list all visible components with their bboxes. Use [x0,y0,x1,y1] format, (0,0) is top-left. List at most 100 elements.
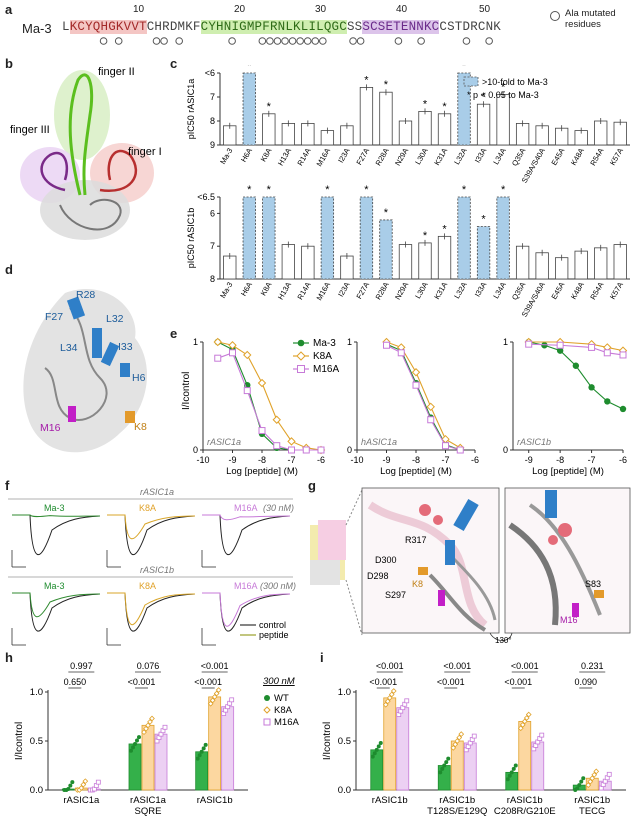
point [370,754,375,759]
c-star: * [442,223,447,235]
point [593,768,600,775]
point [440,766,445,771]
c-bar [242,72,256,146]
c-star: * [462,184,467,196]
peptide-name: Ma-3 [22,21,52,36]
c-ytick-label: 7 [210,241,215,251]
residue-i33: I33 [118,341,133,353]
e-ytick-label: 1 [347,337,352,347]
e-xtick-label: -7 [287,455,295,465]
c-bar [613,244,627,280]
h-legend-wt: WT [274,693,289,704]
c-star: * [481,214,486,226]
panel-label-d: d [5,262,13,277]
c-bar [496,196,510,280]
p-value: <0.001 [128,677,156,687]
c-xtick-label: M16A [315,281,333,302]
point [591,771,598,778]
c-star: * [462,65,467,72]
panel-g-structure: R317 D300 D298 S297 K8 S83 M16 130° [310,487,631,645]
e-xtick-label: -6 [619,455,627,465]
h-legend-m16a: M16A [274,717,299,728]
finger3-label: finger III [10,124,50,136]
c-ytick-label: 6 [210,208,215,218]
c-ytick-label: 8 [210,116,215,126]
seq-segment-none: CSTDRCNK [439,20,502,34]
e-point [456,446,464,454]
h-legend-k8a: K8A [274,705,293,716]
point [129,748,133,753]
xtick-label: TECG [579,806,605,816]
p-value: 0.231 [581,661,604,671]
point [509,770,514,775]
f-legend-control: control [259,620,286,630]
point [505,777,510,782]
point [78,785,85,791]
point [207,700,214,707]
xtick-label: T128S/E129Q [427,806,487,816]
point [585,782,592,788]
residue-l34: L34 [60,342,78,354]
p-value: <0.001 [194,677,222,687]
ala-marker [175,37,183,45]
point [137,735,141,740]
e-ytick-label: 1 [503,337,508,347]
ala-marker [152,37,161,45]
point [162,724,168,730]
f-peptide-trace [12,592,101,618]
c-star: * [364,74,369,86]
c-bar [281,123,295,146]
ylabel: I/Icontrol [322,722,333,760]
point [149,715,155,722]
point [197,753,202,758]
c-xtick-label: K48A [569,281,586,301]
point [456,734,463,741]
c-bar [496,94,510,146]
e-point [603,349,611,357]
c-bar [301,123,315,146]
point [374,747,379,752]
e-point [228,341,237,350]
c-bar [359,196,374,280]
e-ylabel: I/Icontrol [181,372,192,410]
e-xtick-label: -6 [317,455,325,465]
e-point [427,416,435,424]
c-bar [379,91,393,146]
xtick-label: rASIC1b [507,795,543,806]
c-xtick-label: Q35A [510,147,527,168]
e-xtick-label: -6 [471,455,479,465]
c-xtick-label: E45A [549,147,566,167]
e-point [243,350,252,360]
f-trace-label: M16A [234,581,258,591]
ala-marker [99,37,108,45]
seq-segment-none: CHRDMKF [146,20,201,34]
f-peptide-trace [202,514,291,521]
p-value: 0.090 [574,677,597,687]
e-series-line [386,341,461,449]
e-xlabel: Log [peptide] (M) [532,466,604,477]
point [390,688,397,694]
panel-label-e: e [170,326,178,341]
f-row1-title: rASIC1a [140,487,174,497]
c-bar [574,250,588,280]
point [195,756,200,761]
c-star: * [267,101,272,113]
e-xtick-label: -10 [196,455,209,465]
c-xtick-label: L30A [413,281,430,301]
ala-marker [462,37,471,45]
g-label-s297: S297 [385,590,406,600]
ala-marker [303,37,312,45]
c-xtick-label: L34A [491,147,508,167]
e-point [213,337,222,347]
c-xtick-label: F27A [354,281,371,301]
seq-segment-none: L [62,20,70,34]
ala-marker [273,37,282,45]
xtick-label: rASIC1b [372,795,408,806]
e-point [257,378,267,388]
c-bar [242,196,256,280]
p-value: 0.650 [64,677,87,687]
e-point [273,442,281,450]
c-xtick-label: I33A [473,281,489,299]
point [446,756,451,761]
